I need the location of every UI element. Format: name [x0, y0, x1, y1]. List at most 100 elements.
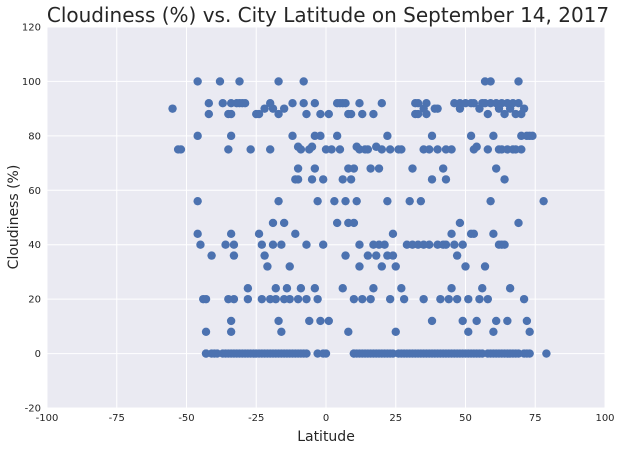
data-point [447, 284, 456, 293]
data-point [229, 240, 239, 249]
data-point [363, 145, 373, 154]
data-point [433, 145, 442, 154]
data-point [268, 104, 278, 113]
data-point [229, 251, 239, 260]
data-point [505, 284, 515, 293]
data-point [215, 77, 225, 86]
y-tick-label: 120 [22, 23, 41, 34]
data-point [416, 196, 426, 206]
x-tick-label: 50 [459, 413, 472, 424]
data-point [344, 327, 353, 336]
data-point [324, 316, 333, 326]
y-tick-label: 0 [35, 349, 41, 360]
data-point [489, 327, 498, 336]
data-point [193, 196, 202, 206]
data-point [316, 316, 325, 326]
data-point [274, 77, 283, 86]
data-point [377, 99, 386, 108]
data-point [305, 316, 314, 326]
data-point [369, 284, 378, 293]
data-point [274, 109, 283, 119]
data-point [461, 262, 470, 271]
data-point [397, 145, 406, 154]
data-point [310, 99, 320, 108]
data-point [452, 251, 462, 260]
data-point [397, 284, 406, 293]
data-point [266, 145, 275, 154]
data-points [168, 77, 551, 358]
data-point [235, 77, 244, 86]
data-point [226, 316, 236, 326]
data-point [257, 294, 267, 304]
data-point [285, 262, 294, 271]
data-point [319, 349, 328, 358]
data-point [514, 218, 523, 228]
data-point [408, 164, 417, 173]
y-tick-label: 60 [28, 186, 41, 197]
data-point [338, 284, 347, 293]
x-tick-label: 0 [323, 413, 329, 424]
data-point [316, 109, 325, 119]
data-point [514, 77, 523, 86]
data-point [458, 240, 467, 249]
data-point [483, 145, 493, 154]
data-point [243, 284, 253, 293]
data-point [385, 145, 395, 154]
data-point [525, 327, 534, 336]
data-point [413, 109, 423, 119]
data-point [522, 316, 532, 326]
data-point [369, 109, 378, 119]
data-point [358, 294, 367, 304]
data-point [302, 294, 311, 304]
data-point [385, 294, 395, 304]
data-point [436, 294, 445, 304]
data-point [288, 99, 297, 108]
data-point [483, 109, 493, 119]
data-point [302, 109, 311, 119]
data-point [519, 294, 529, 304]
data-point [539, 196, 548, 206]
data-point [486, 196, 495, 206]
data-point [480, 262, 490, 271]
data-point [447, 229, 456, 239]
data-point [193, 229, 202, 239]
data-point [193, 77, 202, 86]
x-tick-label: -50 [178, 413, 194, 424]
data-point [307, 142, 317, 151]
data-point [405, 196, 414, 206]
data-point [372, 251, 381, 260]
data-point [201, 294, 211, 304]
data-point [282, 284, 292, 293]
data-point [341, 99, 350, 108]
x-tick-label: 25 [389, 413, 402, 424]
data-point [279, 218, 289, 228]
data-point [279, 104, 289, 113]
data-point [413, 99, 423, 108]
data-point [316, 131, 325, 141]
data-point [475, 294, 484, 304]
data-point [293, 164, 303, 173]
data-point [422, 99, 431, 108]
data-point [193, 131, 202, 141]
data-point [338, 175, 347, 184]
data-point [447, 145, 456, 154]
data-point [391, 327, 400, 336]
data-point [438, 164, 448, 173]
data-point [274, 316, 283, 326]
data-point [441, 240, 451, 249]
y-tick-label: 40 [28, 240, 41, 251]
data-point [388, 229, 398, 239]
data-point [229, 294, 239, 304]
data-point [525, 349, 534, 358]
data-point [466, 131, 476, 141]
data-point [310, 284, 320, 293]
x-tick-label: 100 [595, 413, 614, 424]
x-tick-labels: -100 -75 -50 -25 0 25 50 75 100 [36, 413, 615, 424]
chart-title: Cloudiness (%) vs. City Latitude on Sept… [47, 3, 609, 27]
data-point [422, 109, 431, 119]
data-point [380, 240, 389, 249]
data-point [455, 218, 465, 228]
data-point [383, 196, 392, 206]
data-point [491, 164, 501, 173]
data-point [503, 316, 512, 326]
